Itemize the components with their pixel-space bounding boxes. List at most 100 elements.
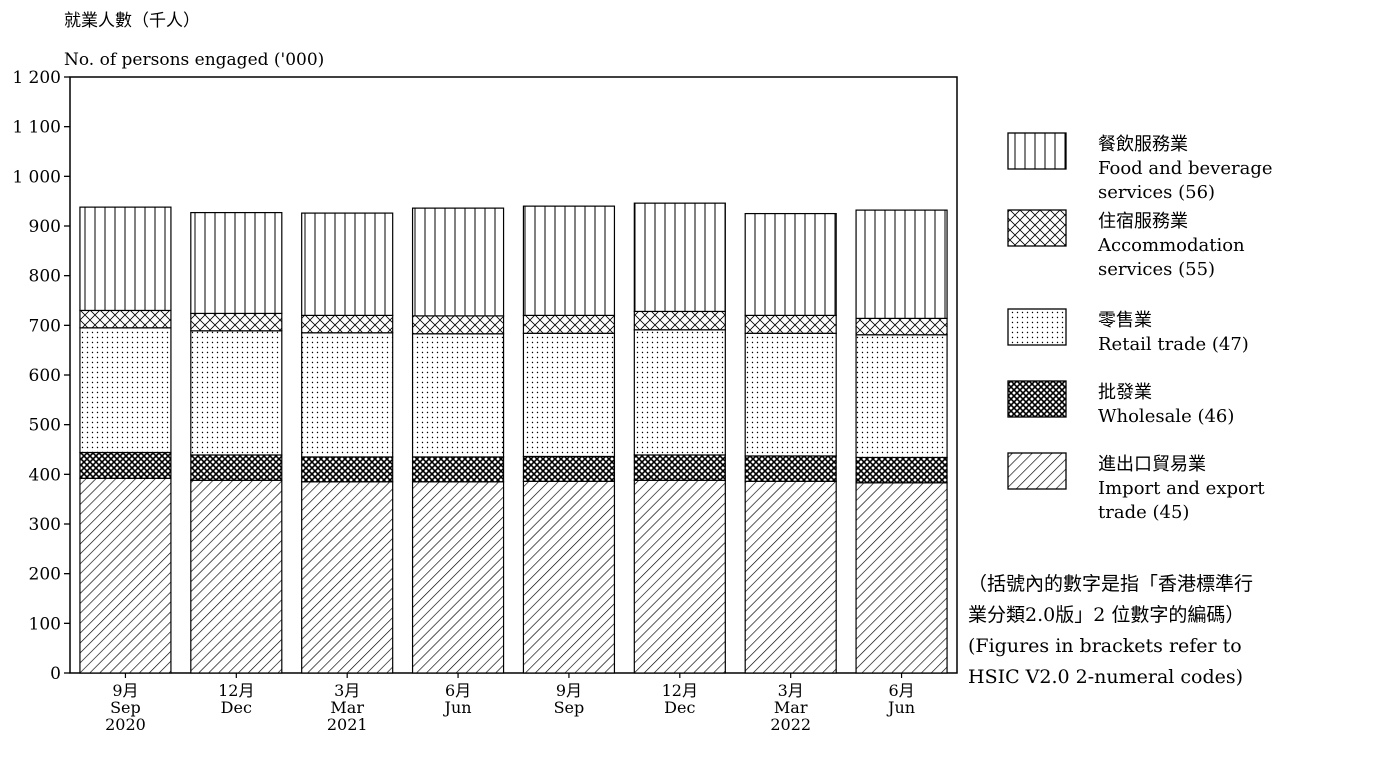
bar-segment-wholesale [522,455,616,482]
y-tick-label: 700 [29,316,61,336]
bar-segment-food_beverage [744,212,837,316]
y-tick-label: 1 000 [12,167,61,187]
y-tick-label: 500 [29,416,61,436]
bar-segment-import_export [744,480,837,674]
bar-segment-retail [79,327,172,454]
x-tick-label-year: 2022 [770,715,811,734]
bar-segment-wholesale [855,456,948,484]
bar-segment-wholesale [744,455,837,482]
legend-label-en: Import and export [1098,478,1265,499]
legend-label-en: Retail trade (47) [1098,334,1249,355]
footnote-line: 業分類2.0版」2 位數字的編碼） [968,604,1244,626]
x-tick-label-en: Jun [886,698,915,717]
legend-swatch-retail [1007,308,1067,346]
footnote-line: （括號內的數字是指「香港標準行 [968,573,1253,595]
legend-label-zh: 零售業 [1098,310,1152,331]
bar-segment-accommodation [744,314,837,334]
bar-segment-accommodation [522,314,616,334]
legend-swatch-import_export [1007,452,1067,490]
bar-segment-import_export [190,479,283,674]
bar-segment-wholesale [79,451,172,479]
footnote-line: (Figures in brackets refer to [968,635,1242,657]
x-tick-label-zh: 12月 [218,681,254,700]
x-tick-label-zh: 6月 [445,681,471,700]
x-tick-label-year: 2021 [327,715,368,734]
bar-segment-food_beverage [301,212,394,317]
bar-segment-food_beverage [190,211,283,315]
x-tick-label-en: Jun [443,698,472,717]
x-tick-label-zh: 9月 [556,681,582,700]
legend-label-en: services (56) [1098,182,1215,203]
y-tick-label: 400 [29,465,61,485]
legend-label-zh: 進出口貿易業 [1098,454,1206,475]
x-tick-label-en: Mar [774,698,808,717]
legend-label-en: Wholesale (46) [1098,406,1234,427]
y-tick-label: 0 [50,664,61,684]
bar-segment-import_export [79,477,172,674]
bar-segment-retail [522,332,616,458]
y-axis-title-en: No. of persons engaged ('000) [64,50,324,70]
x-tick-label-en: Sep [110,698,141,717]
x-tick-label-en: Mar [330,698,364,717]
y-axis: 0 100 200 300 400 500 600 700 800 900 1 000 1 100 1 … [12,68,70,684]
bar-segment-import_export [522,480,616,674]
bar-segment-accommodation [301,314,394,334]
bar-segment-retail [855,334,948,459]
x-tick-label-zh: 3月 [778,681,804,700]
x-tick-label-zh: 12月 [662,681,698,700]
bar-segment-retail [744,332,837,457]
bar-segment-accommodation [633,310,726,331]
legend-label-en: Food and beverage [1098,158,1273,179]
y-axis-title-zh: 就業人數（千人） [64,11,200,31]
y-tick-label: 200 [29,565,61,585]
legend-swatch-wholesale [1007,380,1067,418]
footnote-line: HSIC V2.0 2-numeral codes) [968,666,1243,688]
bar-segment-food_beverage [79,206,172,312]
legend-swatch-accommodation [1007,209,1067,247]
bar-segment-import_export [633,479,726,674]
legend-label-en: services (55) [1098,259,1215,280]
bar-segment-food_beverage [633,202,726,313]
bars [79,202,948,674]
legend-label-zh: 批發業 [1098,382,1152,403]
x-tick-label-en: Dec [664,698,695,717]
y-tick-label: 1 200 [12,68,61,88]
bar-segment-accommodation [411,315,505,335]
bar-segment-retail [301,332,394,458]
y-tick-label: 300 [29,515,61,535]
bar-segment-import_export [301,481,394,674]
legend-label-zh: 住宿服務業 [1098,211,1188,232]
legend-swatch-food_beverage [1007,132,1067,170]
bar-segment-wholesale [190,454,283,481]
x-tick-label-zh: 9月 [112,681,138,700]
x-tick-label-zh: 3月 [334,681,360,700]
y-tick-label: 1 100 [12,118,61,138]
bar-segment-wholesale [411,456,505,483]
bar-segment-accommodation [190,312,283,332]
y-tick-label: 600 [29,366,61,386]
bar-segment-retail [190,330,283,456]
x-axis: 9月Sep202012月Dec3月Mar20216月Jun9月Sep12月Dec… [105,673,915,734]
bar-segment-import_export [855,482,948,674]
bar-segment-food_beverage [411,207,505,317]
legend-label-en: trade (45) [1098,502,1189,523]
bar-segment-import_export [411,481,505,674]
bar-segment-retail [411,333,505,458]
legend-label-zh: 餐飲服務業 [1098,134,1188,155]
legend: 餐飲服務業 Food and beverage services (56) 住宿服務業… [1007,132,1273,523]
x-tick-label-zh: 6月 [888,681,914,700]
x-tick-label-en: Sep [554,698,585,717]
bar-segment-wholesale [301,456,394,483]
bar-segment-wholesale [633,454,726,481]
x-tick-label-year: 2020 [105,715,146,734]
y-tick-label: 100 [29,614,61,634]
bar-segment-food_beverage [855,209,948,319]
y-tick-label: 800 [29,267,61,287]
legend-label-en: Accommodation [1097,235,1245,256]
bar-segment-accommodation [79,309,172,329]
y-tick-label: 900 [29,217,61,237]
x-tick-label-en: Dec [221,698,252,717]
bar-segment-food_beverage [522,205,616,317]
